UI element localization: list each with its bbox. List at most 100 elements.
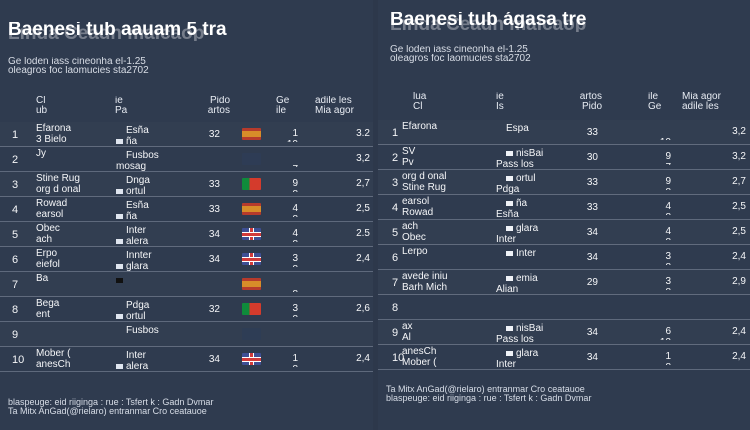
goals-cell: 110: [287, 128, 298, 142]
goals-cell: [653, 301, 671, 315]
flag-icon: [242, 328, 261, 340]
matches-cell: 32: [208, 129, 220, 140]
left-footer-note-1: blaspeuge: eid riiginga : rue : Tsfert k…: [8, 397, 214, 407]
goals-cell: 38: [292, 303, 298, 317]
right-header-matches: artos Pido: [579, 92, 602, 112]
player-cell: Bega ent: [36, 298, 60, 320]
matches-cell: [570, 302, 598, 316]
table-row: 8: [378, 295, 750, 320]
average-cell: 3.2: [356, 128, 370, 139]
rank-cell: 3: [12, 180, 19, 191]
table-row: 3 Stine Rug org d onal Dnga ortul 33 98 …: [0, 172, 373, 197]
small-flag-icon: [116, 313, 123, 319]
matches-cell: [190, 154, 220, 168]
left-header-rank: Cl ub: [36, 96, 48, 116]
matches-cell: 32: [208, 304, 220, 315]
table-row: 5 Obec ach Inter alera 34 48 2.5: [0, 222, 373, 247]
right-table-header: lua Cl ie Is artos Pido ile Ge Mia agor …: [378, 84, 750, 114]
rank-cell: 4: [392, 203, 399, 214]
table-row: 9 Fusbos: [0, 322, 373, 347]
player-cell: Efarona 3 Bielo: [36, 123, 72, 145]
country-cell: Pdga ortul: [116, 300, 171, 324]
matches-cell: 33: [208, 179, 220, 190]
table-row: 7 Ba 8: [0, 272, 373, 297]
goals-cell: 612: [660, 326, 671, 340]
rank-cell: 10: [392, 353, 405, 364]
player-cell: org d onal Stine Rug: [402, 171, 447, 193]
rank-cell: 5: [392, 228, 399, 239]
right-footer-note-2: blaspeuge: eid riiginga : rue : Tsfert k…: [386, 393, 592, 403]
right-header-goals: ile Ge: [648, 92, 662, 112]
uk-flag-icon: [242, 253, 261, 265]
right-header-average: Mia agor adile les: [682, 92, 721, 112]
matches-cell: 29: [586, 277, 598, 288]
player-cell: Mober ( anesCh: [36, 348, 71, 370]
player-cell: Jy: [36, 148, 46, 159]
small-flag-icon: [506, 200, 513, 206]
small-flag-icon: [506, 325, 513, 331]
country-cell: Fusbos mosag: [116, 150, 159, 172]
average-cell: 2,6: [356, 303, 370, 314]
left-subtitle-1: Ge loden iass cineonha el-1.25: [8, 57, 146, 67]
matches-cell: 34: [586, 327, 598, 338]
left-header-goals: Ge ile: [276, 96, 290, 116]
matches-cell: 33: [208, 204, 220, 215]
matches-cell: 33: [586, 202, 598, 213]
country-cell: glara Inter: [496, 223, 539, 245]
rank-cell: 1: [392, 128, 399, 139]
left-ranking-table: 1 Efarona 3 Bielo Esña ña 32 110 3.2 2 J…: [0, 122, 373, 372]
country-cell: ña Esña: [496, 198, 528, 220]
player-cell: [402, 296, 482, 320]
country-cell: [116, 275, 171, 299]
table-row: 4 Rowad earsol Esña ña 33 48 2,5: [0, 197, 373, 222]
small-flag-icon: [506, 350, 513, 356]
average-cell: 2,4: [356, 353, 370, 364]
goals-cell: 8: [280, 278, 298, 292]
average-cell: 2,4: [732, 351, 746, 362]
matches-cell: 34: [586, 227, 598, 238]
table-row: 10 Mober ( anesCh Inter alera 34 18 2,4: [0, 347, 373, 372]
average-cell: [704, 301, 746, 315]
matches-cell: 34: [208, 354, 220, 365]
matches-cell: 33: [586, 177, 598, 188]
average-cell: 2.5: [356, 228, 370, 239]
country-cell: Innter glara: [116, 250, 171, 274]
country-cell: Inter: [496, 248, 556, 272]
rank-cell: 7: [392, 278, 399, 289]
left-subtitle-2: oleagros foc laomucies sta2702: [8, 66, 149, 76]
rank-cell: 10: [12, 355, 25, 366]
country-cell: ortul Pdga: [496, 173, 536, 195]
left-title-ghost: Linda Ceadh maicaop: [8, 27, 205, 41]
small-flag-icon: [506, 225, 513, 231]
average-cell: 2,7: [732, 176, 746, 187]
right-header-player: ie Is: [496, 92, 504, 112]
uk-flag-icon: [242, 228, 261, 240]
left-leaderboard-panel: Linda Ceadh maicaop Baenesi tub aauam 5 …: [0, 0, 373, 430]
spain-flag-icon: [242, 278, 261, 290]
player-cell: ax Al: [402, 321, 413, 343]
country-cell: Espa: [506, 123, 529, 134]
country-cell: emia Alian: [496, 273, 538, 295]
table-row: 6 Erpo eiefol Innter glara 34 38 2,4: [0, 247, 373, 272]
matches-cell: [190, 329, 220, 343]
small-flag-icon: [116, 263, 123, 269]
small-flag-icon: [116, 188, 123, 194]
goals-cell: [280, 328, 298, 342]
right-subtitle-2: oleagros foc laomucies sta2702: [390, 54, 531, 64]
country-cell: Inter alera: [116, 350, 171, 374]
small-flag-icon: [116, 277, 123, 283]
average-cell: 2,4: [732, 251, 746, 262]
right-title-ghost: Linda Ceadh maicaop: [390, 18, 587, 32]
small-flag-icon: [116, 238, 123, 244]
rank-cell: 8: [392, 303, 399, 314]
country-cell: nisBai Pass los: [496, 323, 544, 345]
rank-cell: 7: [12, 280, 19, 291]
player-cell: earsol Rowad: [402, 196, 434, 218]
small-flag-icon: [116, 138, 123, 144]
